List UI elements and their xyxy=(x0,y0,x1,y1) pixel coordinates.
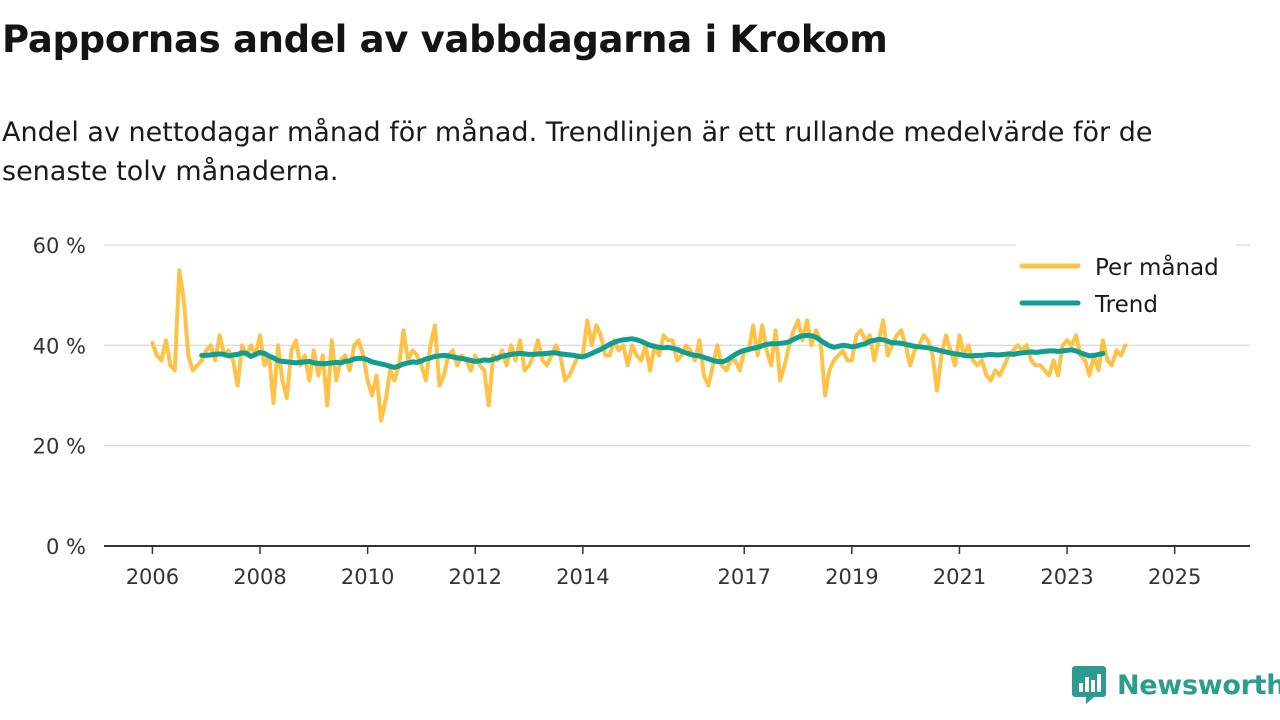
series-lines xyxy=(150,268,1128,423)
y-tick-label: 20 % xyxy=(33,435,86,459)
brand-name: Newsworthy xyxy=(1117,669,1280,701)
x-axis-ticks: 2006 2008 2010 2012 2014 2017 2019 2021 2023 2025 xyxy=(126,546,1201,589)
x-tick-label: 2006 xyxy=(126,565,179,589)
x-tick-label: 2019 xyxy=(825,565,878,589)
y-tick-label: 0 % xyxy=(46,535,86,559)
series-line-trend xyxy=(199,332,1106,370)
chart-title: Pappornas andel av vabbdagarna i Krokom xyxy=(2,18,888,61)
y-tick-label: 60 % xyxy=(33,234,86,258)
newsworthy-logo-icon xyxy=(1072,666,1106,704)
x-tick-label: 2010 xyxy=(341,565,394,589)
legend-background xyxy=(1016,244,1236,332)
newsworthy-brand[interactable]: Newsworthy xyxy=(1072,666,1280,704)
legend-label-trend: Trend xyxy=(1094,292,1158,318)
x-tick-label: 2008 xyxy=(233,565,286,589)
x-tick-label: 2012 xyxy=(449,565,502,589)
y-axis-tick-labels: 0 % 20 % 40 % 60 % xyxy=(33,234,86,559)
series-line-per-manad xyxy=(150,268,1128,423)
y-tick-label: 40 % xyxy=(33,334,86,358)
x-tick-label: 2017 xyxy=(718,565,771,589)
chart-subtitle: Andel av nettodagar månad för månad. Tre… xyxy=(2,117,1153,187)
legend-label-per-manad: Per månad xyxy=(1095,253,1219,281)
legend: Per månad Trend xyxy=(1016,244,1236,332)
x-tick-label: 2025 xyxy=(1148,565,1201,589)
x-tick-label: 2014 xyxy=(556,565,609,589)
x-tick-label: 2023 xyxy=(1040,565,1093,589)
x-tick-label: 2021 xyxy=(933,565,986,589)
